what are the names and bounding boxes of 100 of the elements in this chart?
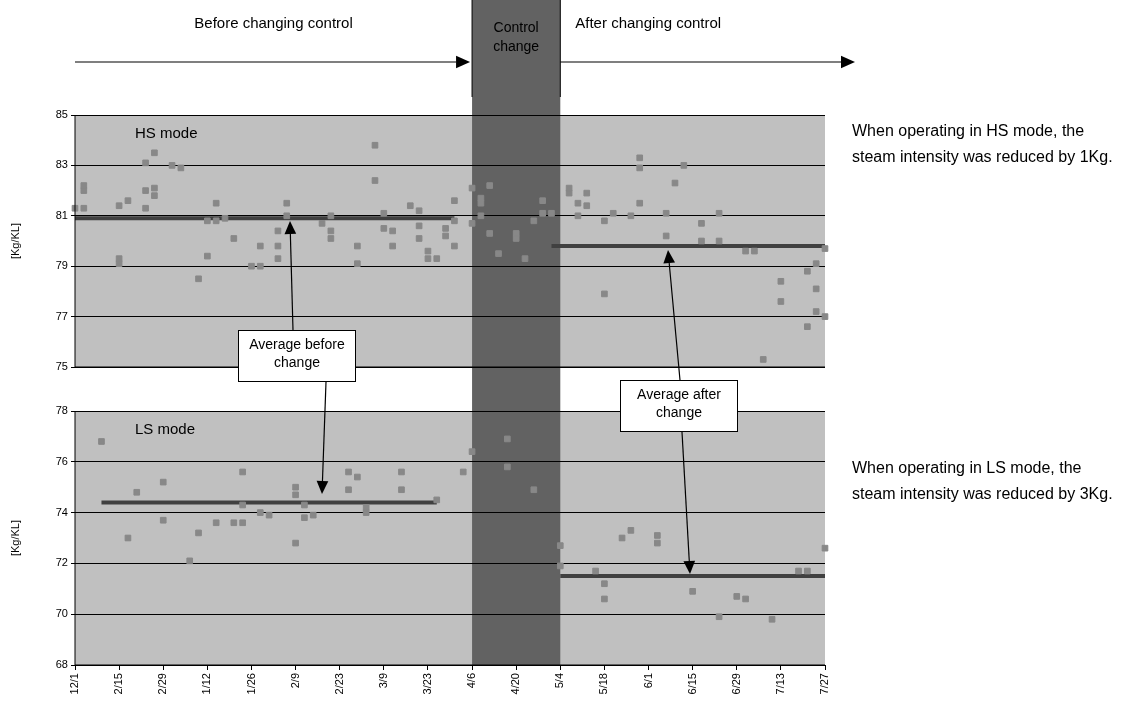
x-tick-label: 2/9 (288, 673, 301, 689)
point (548, 209, 555, 217)
annotation: Average before change (238, 330, 356, 382)
point (398, 486, 405, 494)
point (468, 448, 476, 455)
point (292, 483, 299, 491)
point (327, 235, 335, 242)
point (715, 209, 723, 217)
point (477, 194, 485, 202)
point (627, 527, 635, 534)
point (530, 217, 538, 225)
x-tick-label: 6/29 (729, 673, 742, 695)
point (124, 197, 132, 205)
point (406, 202, 414, 210)
point (715, 237, 723, 245)
point (159, 516, 167, 524)
point (327, 212, 335, 220)
point (380, 225, 388, 232)
x-tick-label: 2/15 (112, 673, 125, 695)
point (186, 557, 194, 565)
point (654, 539, 661, 547)
point (151, 192, 158, 199)
point (151, 184, 158, 192)
point (698, 220, 705, 227)
point (345, 486, 352, 494)
point (715, 613, 723, 621)
point (142, 159, 149, 167)
point (239, 519, 246, 527)
point (601, 595, 608, 603)
point (248, 262, 255, 270)
point (451, 197, 458, 205)
point (530, 486, 538, 494)
point (804, 267, 811, 275)
point (115, 260, 123, 268)
point (751, 247, 758, 255)
point (821, 544, 829, 552)
y-axis-title: [Kg/KL] (8, 519, 21, 557)
point (327, 227, 335, 235)
x-tick-label: 1/12 (200, 673, 213, 695)
point (812, 285, 820, 293)
point (283, 212, 291, 220)
point (221, 214, 229, 222)
point (512, 230, 520, 237)
point (142, 204, 149, 212)
point (504, 463, 511, 471)
point (195, 529, 202, 537)
point (389, 227, 396, 235)
y-tick-label: 70 (55, 607, 68, 620)
point (159, 478, 167, 486)
point (133, 488, 141, 496)
x-tick-label: 3/9 (376, 673, 389, 689)
y-axis-title: [Kg/KL] (8, 222, 21, 260)
point (759, 356, 767, 363)
point (195, 275, 202, 283)
point (662, 232, 670, 240)
point (486, 230, 494, 237)
y-tick-label: 81 (55, 208, 68, 221)
text: When operating in HS mode, the steam intensity was reduced by 1Kg. (852, 121, 1114, 167)
x-tick-label: 2/29 (156, 673, 169, 695)
point (309, 511, 317, 519)
point (212, 519, 220, 527)
point (424, 247, 432, 255)
point (821, 313, 829, 320)
point (292, 539, 299, 547)
point (583, 202, 591, 210)
point (98, 438, 105, 445)
x-tick-label: 1/26 (244, 673, 257, 695)
point (274, 242, 282, 250)
point (371, 141, 379, 149)
y-tick-label: 75 (55, 360, 68, 373)
point (274, 255, 282, 262)
point (354, 260, 361, 268)
point (256, 262, 264, 270)
point (239, 501, 246, 509)
point (256, 509, 264, 516)
point (151, 149, 158, 157)
point (662, 209, 670, 217)
x-tick-label: 2/23 (332, 673, 345, 695)
point (415, 222, 423, 230)
point (636, 154, 644, 162)
text: Before changing control (193, 14, 354, 31)
band-label: Control change (492, 18, 541, 56)
point (424, 255, 432, 262)
text: When operating in LS mode, the steam intensity was reduced by 3Kg. (852, 458, 1114, 504)
x-tick-label: 4/20 (509, 673, 522, 695)
x-tick-label: 4/6 (465, 673, 478, 689)
point (142, 187, 149, 194)
point (124, 534, 132, 542)
point (256, 242, 264, 250)
point (389, 242, 396, 250)
point (539, 197, 546, 205)
point (415, 207, 423, 215)
point (777, 277, 785, 285)
point (468, 184, 476, 192)
point (539, 209, 546, 217)
point (265, 511, 273, 519)
point (592, 567, 599, 575)
point (636, 199, 644, 207)
point (354, 242, 361, 250)
x-tick-label: 5/4 (553, 673, 566, 689)
